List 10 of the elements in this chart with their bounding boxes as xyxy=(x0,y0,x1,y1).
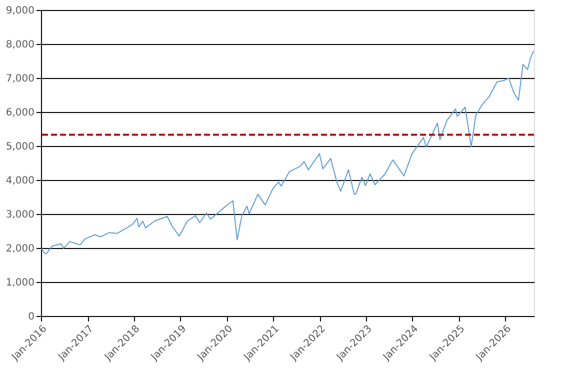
y-tick-label: 2,000 xyxy=(6,244,34,254)
y-tick-label: 7,000 xyxy=(6,74,34,84)
y-tick-label: 1,000 xyxy=(6,278,34,288)
y-tick-label: 0 xyxy=(28,312,34,322)
y-tick-label: 8,000 xyxy=(6,40,34,50)
y-tick-label: 5,000 xyxy=(6,142,34,152)
y-tick-label: 9,000 xyxy=(6,6,34,16)
y-tick-label: 6,000 xyxy=(6,108,34,118)
y-tick-label: 3,000 xyxy=(6,210,34,220)
y-tick-label: 4,000 xyxy=(6,176,34,186)
